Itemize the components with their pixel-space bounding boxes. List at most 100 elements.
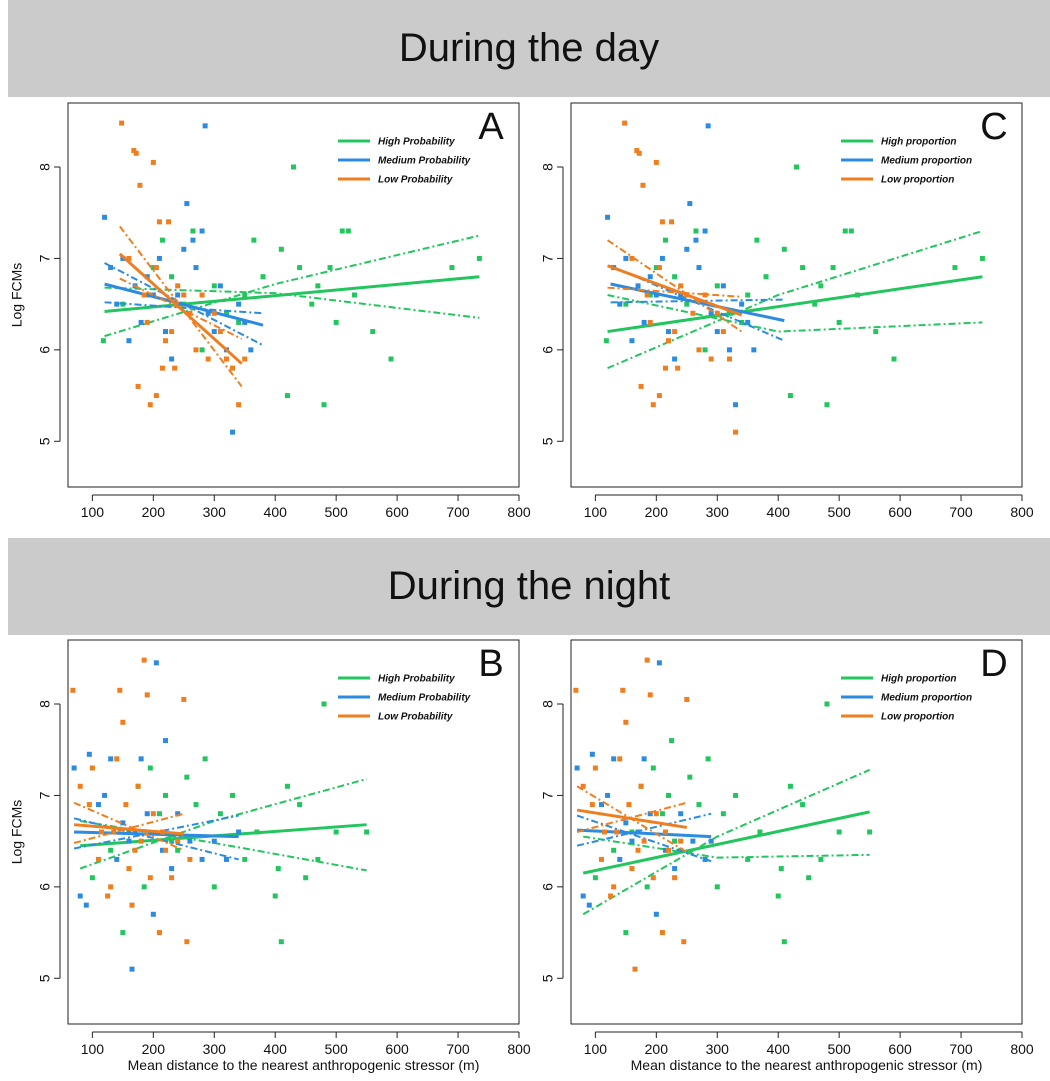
point-high-d — [781, 939, 787, 945]
legend-label-high-c: High proportion — [881, 137, 957, 148]
point-high-b — [120, 930, 126, 936]
point-medium-c — [623, 255, 629, 261]
point-low-c — [650, 402, 656, 408]
point-high-b — [202, 756, 208, 762]
x-tick-label-c: 500 — [827, 504, 851, 520]
point-high-a — [351, 292, 357, 298]
point-high-d — [775, 893, 781, 899]
point-medium-d — [672, 866, 678, 872]
point-low-b — [99, 829, 105, 835]
x-tick-label-b: 100 — [81, 1041, 105, 1057]
point-low-c — [669, 219, 675, 225]
point-low-a — [205, 356, 211, 362]
point-medium-c — [635, 283, 641, 289]
point-high-d — [623, 930, 629, 936]
point-medium-a — [126, 338, 132, 344]
point-high-d — [836, 829, 842, 835]
point-low-b — [156, 930, 162, 936]
point-low-d — [629, 866, 635, 872]
y-axis-title-b: Log FCMs — [9, 800, 25, 865]
point-high-d — [733, 792, 739, 798]
x-tick-label-d: 700 — [949, 1041, 973, 1057]
x-axis-title-b: Mean distance to the nearest anthropogen… — [128, 1057, 480, 1073]
ci-upper-low-c — [607, 239, 743, 333]
point-high-a — [339, 228, 345, 234]
y-tick-label-c: 8 — [540, 163, 556, 171]
point-medium-c — [720, 283, 726, 289]
point-medium-b — [236, 829, 242, 835]
y-tick-label-b: 6 — [37, 883, 53, 891]
point-low-a — [133, 150, 139, 156]
point-medium-b — [102, 792, 108, 798]
point-high-d — [705, 756, 711, 762]
point-high-a — [291, 164, 296, 170]
point-low-c — [690, 310, 696, 316]
point-medium-c — [647, 274, 653, 280]
point-low-a — [131, 148, 137, 154]
point-high-c — [836, 319, 842, 325]
x-tick-label-d: 100 — [584, 1041, 608, 1057]
day-banner: During the day — [8, 0, 1050, 97]
point-high-d — [787, 783, 793, 789]
point-medium-b — [163, 738, 169, 744]
ci-upper-medium-d — [576, 814, 712, 863]
point-high-c — [653, 265, 659, 271]
ci-upper-low-b — [73, 801, 185, 852]
point-low-c — [662, 365, 668, 371]
point-high-b — [315, 856, 321, 862]
point-medium-b — [150, 911, 156, 917]
x-tick-label-c: 200 — [645, 504, 669, 520]
point-medium-c — [617, 301, 623, 307]
point-high-d — [714, 884, 720, 890]
point-high-d — [720, 811, 726, 817]
point-high-c — [647, 292, 653, 298]
point-medium-b — [187, 838, 193, 844]
point-low-c — [702, 292, 708, 298]
point-high-b — [89, 875, 95, 881]
point-medium-b — [129, 966, 135, 972]
point-medium-c — [641, 319, 647, 325]
point-medium-c — [693, 237, 699, 243]
point-low-d — [635, 847, 641, 853]
point-low-b — [117, 687, 123, 693]
point-high-c — [781, 246, 787, 252]
panel-letter-a: A — [478, 106, 504, 148]
point-high-a — [278, 246, 284, 252]
point-high-b — [272, 893, 278, 899]
point-high-a — [251, 237, 257, 243]
point-medium-a — [211, 329, 217, 335]
point-high-c — [824, 402, 830, 408]
point-medium-a — [138, 319, 144, 325]
point-medium-b — [120, 820, 126, 826]
point-high-a — [190, 228, 196, 234]
point-high-c — [979, 255, 985, 261]
point-low-d — [678, 838, 684, 844]
point-medium-d — [708, 838, 714, 844]
point-high-c — [800, 265, 806, 271]
point-high-c — [745, 292, 751, 298]
x-tick-label-a: 100 — [81, 504, 105, 520]
ci-upper-high-c — [607, 230, 983, 370]
ci-lower-low-c — [607, 286, 742, 298]
point-medium-b — [138, 756, 144, 762]
point-low-b — [126, 866, 132, 872]
point-low-c — [622, 120, 628, 126]
point-medium-d — [623, 820, 629, 826]
point-high-b — [364, 829, 370, 835]
fit-line-high-c — [607, 275, 983, 334]
point-high-d — [650, 765, 656, 771]
point-medium-b — [132, 829, 138, 835]
point-high-d — [757, 829, 763, 835]
point-low-d — [608, 893, 614, 899]
point-low-d — [672, 875, 678, 881]
point-medium-d — [586, 902, 592, 908]
legend-label-low-d: Low proportion — [881, 712, 954, 723]
point-high-c — [714, 283, 720, 289]
point-low-c — [678, 283, 684, 289]
point-low-b — [141, 657, 147, 663]
x-tick-label-c: 700 — [949, 504, 973, 520]
point-high-c — [787, 393, 793, 399]
point-low-d — [626, 802, 632, 808]
point-medium-a — [217, 283, 223, 289]
point-medium-a — [248, 347, 254, 353]
